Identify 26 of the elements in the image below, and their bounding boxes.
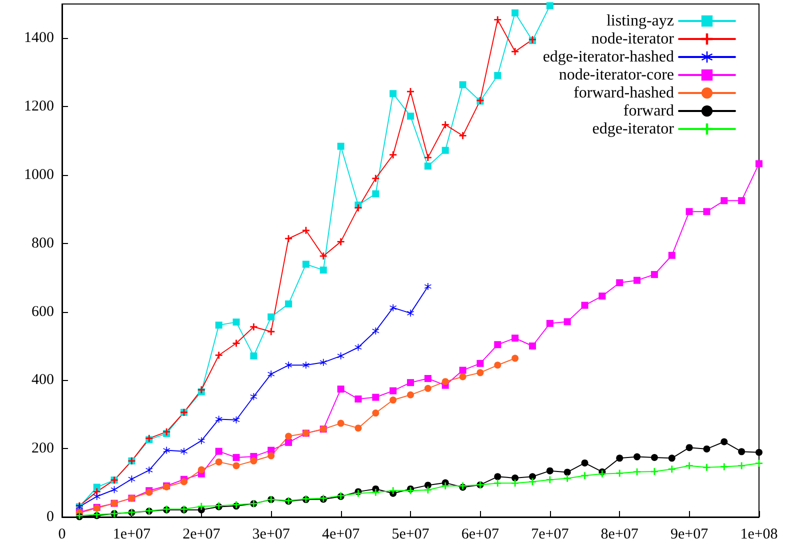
y-tick-label: 1400 xyxy=(24,30,54,46)
y-tick-label: 0 xyxy=(46,509,54,525)
x-tick-label: 4e+07 xyxy=(322,526,360,542)
x-tick-label: 1e+08 xyxy=(740,526,778,542)
legend-label: node-iterator xyxy=(591,30,675,48)
y-tick-label: 1200 xyxy=(24,98,54,115)
x-tick-label: 2e+07 xyxy=(182,526,221,542)
x-tick-label: 1e+07 xyxy=(112,526,152,542)
legend-label: node-iterator-core xyxy=(558,66,674,84)
x-tick-label: 7e+07 xyxy=(531,526,570,542)
y-tick-label: 600 xyxy=(32,304,54,320)
legend-label: forward-hashed xyxy=(574,84,674,102)
y-tick-label: 800 xyxy=(32,235,54,252)
y-tick-label: 200 xyxy=(32,440,54,457)
y-tick-label: 400 xyxy=(32,372,54,388)
x-tick-label: 0 xyxy=(58,526,66,542)
legend-label: listing-ayz xyxy=(606,12,674,30)
x-tick-label: 5e+07 xyxy=(392,526,430,542)
x-tick-label: 8e+07 xyxy=(600,526,639,542)
x-tick-label: 9e+07 xyxy=(670,526,709,542)
x-tick-label: 3e+07 xyxy=(252,526,290,542)
x-tick-label: 6e+07 xyxy=(461,526,500,542)
legend-label: forward xyxy=(623,102,674,120)
legend-label: edge-iterator-hashed xyxy=(542,48,674,66)
y-tick-label: 1000 xyxy=(24,167,54,183)
legend-label: edge-iterator xyxy=(592,120,675,138)
